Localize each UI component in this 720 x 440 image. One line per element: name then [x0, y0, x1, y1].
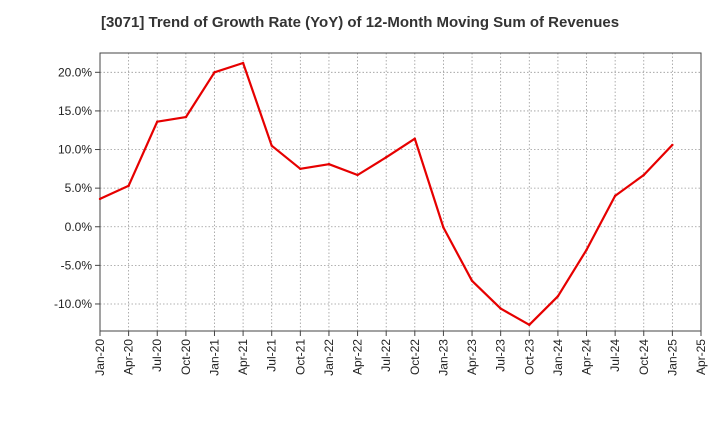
data-point [413, 137, 417, 140]
y-tick-label: 5.0% [65, 181, 93, 195]
x-tick-label: Jul-23 [494, 339, 508, 372]
axis-layer [95, 52, 702, 336]
x-tick-label: Jul-21 [265, 339, 279, 372]
x-tick-label: Oct-21 [293, 339, 307, 375]
y-tick-label: 0.0% [65, 220, 93, 234]
data-point [98, 197, 102, 201]
data-point [642, 173, 645, 177]
chart-title: [3071] Trend of Growth Rate (YoY) of 12-… [100, 14, 620, 31]
data-point [299, 167, 302, 171]
x-tick-label: Jan-23 [436, 339, 450, 376]
data-point [356, 173, 359, 177]
data-point [442, 226, 445, 229]
tick-label-layer: -10.0% -5.0% 0.0% 5.0% 10.0% 15.0% 20.0% Jan-20… [54, 65, 708, 375]
x-tick-label: Jan-20 [93, 339, 107, 376]
y-tick-label: 15.0% [58, 104, 92, 118]
data-point [671, 143, 674, 147]
series-layer [98, 61, 674, 327]
plot-frame [99, 52, 702, 332]
data-point [156, 120, 159, 123]
data-point [556, 295, 560, 298]
data-point [127, 184, 130, 188]
x-tick-label: Apr-21 [236, 339, 250, 375]
data-point [585, 248, 588, 252]
data-point [613, 194, 617, 198]
data-point [241, 61, 245, 65]
x-tick-label: Oct-23 [522, 339, 536, 375]
data-point [384, 156, 388, 159]
y-tick-label: -5.0% [61, 258, 93, 272]
y-tick-label: 20.0% [58, 65, 92, 79]
x-tick-label: Oct-20 [179, 339, 193, 375]
y-tick-label: -10.0% [54, 297, 92, 311]
data-point [528, 323, 531, 327]
x-tick-label: Oct-24 [637, 339, 651, 375]
x-tick-label: Jan-25 [665, 339, 679, 376]
x-tick-label: Apr-22 [351, 339, 365, 375]
x-tick-label: Apr-20 [122, 339, 136, 375]
x-tick-label: Jul-20 [150, 339, 164, 372]
data-point [499, 307, 502, 310]
data-point [213, 71, 216, 74]
data-point [184, 115, 188, 119]
x-tick-label: Jul-24 [608, 339, 622, 372]
x-tick-label: Apr-24 [580, 339, 594, 375]
x-tick-label: Jan-22 [322, 339, 336, 376]
data-point [470, 279, 474, 283]
x-tick-label: Apr-25 [694, 339, 708, 375]
data-point [327, 163, 331, 166]
x-tick-label: Jan-24 [551, 339, 565, 376]
data-point [270, 144, 273, 147]
x-tick-label: Apr-23 [465, 339, 479, 375]
x-tick-label: Jan-21 [207, 339, 221, 376]
grid-layer [100, 53, 701, 331]
y-tick-label: 10.0% [58, 143, 92, 157]
x-tick-label: Oct-22 [408, 339, 422, 375]
x-tick-label: Jul-22 [379, 339, 393, 372]
